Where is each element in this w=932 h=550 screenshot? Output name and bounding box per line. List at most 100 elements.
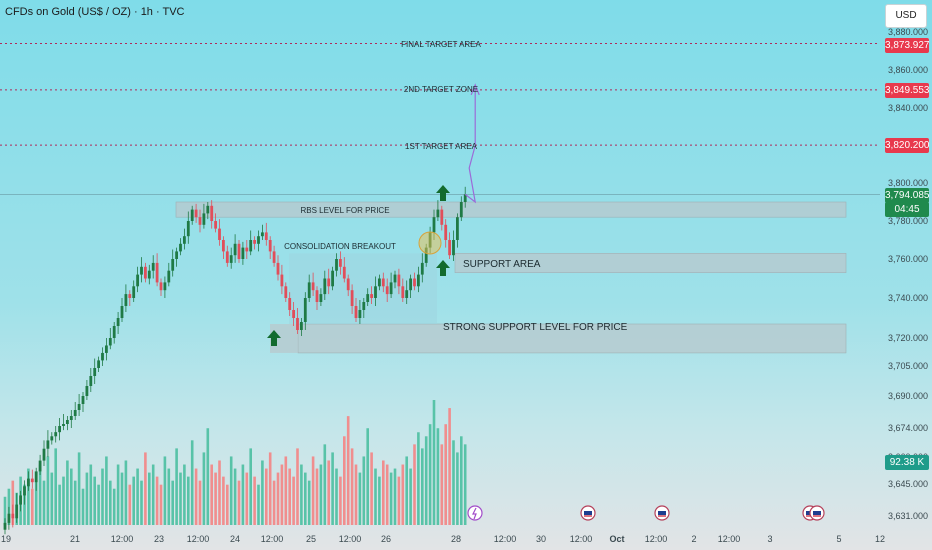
candle [405,290,409,298]
volume-bar [97,484,100,525]
y-axis-tick: 3,860.000 [888,65,928,75]
volume-bar [409,468,412,525]
candle [339,259,342,267]
candle [93,368,97,376]
candle [241,247,245,259]
volume-bar [436,428,440,525]
final-target-label: FINAL TARGET AREA [401,40,481,49]
volume-bar [237,480,241,525]
candle [7,513,11,523]
volume-bar [7,488,11,525]
candle [132,286,136,298]
lightning-glyph [472,507,477,520]
volume-bar [159,484,163,525]
volume-bar [460,436,463,525]
volume-bar [417,432,420,525]
volume-bar [261,460,264,525]
candle [167,270,171,283]
volume-bar [311,456,315,525]
volume-bar [214,472,217,525]
volume-bar [389,472,393,525]
zone-box [297,323,847,354]
candle [288,298,292,310]
candle [183,236,186,244]
candle [366,294,370,302]
volume-bar [350,448,354,525]
candle [105,345,108,353]
second-target-label: 2ND TARGET ZONE [404,85,478,94]
y-axis-tick: 3,760.000 [888,254,928,264]
candle [296,318,299,330]
candle [34,471,38,483]
x-axis-tick: 21 [70,534,80,544]
chart-title: CFDs on Gold (US$ / OZ) · 1h · TVC [5,6,185,18]
projection-arrowhead [470,83,480,96]
candle [335,259,338,271]
x-axis-tick: 5 [836,534,841,544]
candle [155,262,159,283]
volume-bar [440,444,444,525]
volume-bar [315,468,319,525]
candle [401,286,405,298]
flag-glyph [813,511,821,515]
x-axis-tick: 12:00 [261,534,284,544]
candle [77,404,81,410]
volume-bar [378,476,381,525]
volume-bar [50,472,54,525]
candle [315,290,319,302]
volume-bar [307,480,311,525]
bar-countdown: 04:45 [885,202,929,217]
second-target-price-tag: 3,849.553 [885,83,930,98]
volume-bar [296,448,299,525]
volume-bar [280,464,284,525]
volume-bar [163,456,167,525]
volume-bar [401,464,405,525]
candle [284,286,288,298]
x-axis-tick: 30 [536,534,546,544]
candle [229,255,233,263]
volume-bar [393,468,397,525]
volume-bar [116,464,120,525]
first-target-price-tag: 3,820.200 [885,138,930,153]
volume-bar [202,452,206,525]
volume-bar [70,468,73,525]
first-target-label: 1ST TARGET AREA [405,142,478,151]
x-axis-tick: Oct [609,534,624,544]
candle [206,205,210,214]
volume-bar [346,416,350,525]
x-axis-tick: 23 [154,534,164,544]
rbs-level-label: RBS LEVEL FOR PRICE [300,206,389,215]
volume-bar [206,428,210,525]
y-axis-tick: 3,674.000 [888,423,928,433]
candle [233,243,237,256]
volume-bar [229,456,233,525]
candle [342,266,346,279]
flag-glyph [658,511,666,515]
volume-bar [300,464,303,525]
volume-bar [343,436,346,525]
volume-bar [448,408,451,525]
candle [54,432,58,437]
y-axis-tick: 3,645.000 [888,479,928,489]
volume-bar [128,484,132,525]
volume-bar [109,480,112,525]
volume-bar [456,452,459,525]
candle [81,396,85,404]
volume-bar [167,468,171,525]
consolidation-breakout-label: CONSOLIDATION BREAKOUT [284,242,396,251]
volume-bar [54,448,57,525]
candle [89,376,93,386]
volume-bar [265,468,268,525]
volume-bar [179,472,182,525]
volume-bar [253,476,256,525]
candle [62,424,65,426]
volume-bar [34,472,38,525]
currency-button[interactable]: USD [885,4,927,28]
y-axis-tick: 3,780.000 [888,216,928,226]
volume-bar [319,464,323,525]
volume-bar [424,436,428,525]
volume-bar [93,476,96,525]
volume-bar [358,472,362,525]
